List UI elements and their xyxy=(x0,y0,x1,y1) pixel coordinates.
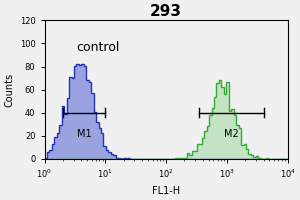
X-axis label: FL1-H: FL1-H xyxy=(152,186,180,196)
Y-axis label: Counts: Counts xyxy=(4,73,14,107)
Title: 293: 293 xyxy=(150,4,182,19)
Polygon shape xyxy=(44,80,288,159)
Text: control: control xyxy=(76,41,119,54)
Text: M2: M2 xyxy=(224,129,239,139)
Text: M1: M1 xyxy=(77,129,92,139)
Polygon shape xyxy=(44,64,288,159)
